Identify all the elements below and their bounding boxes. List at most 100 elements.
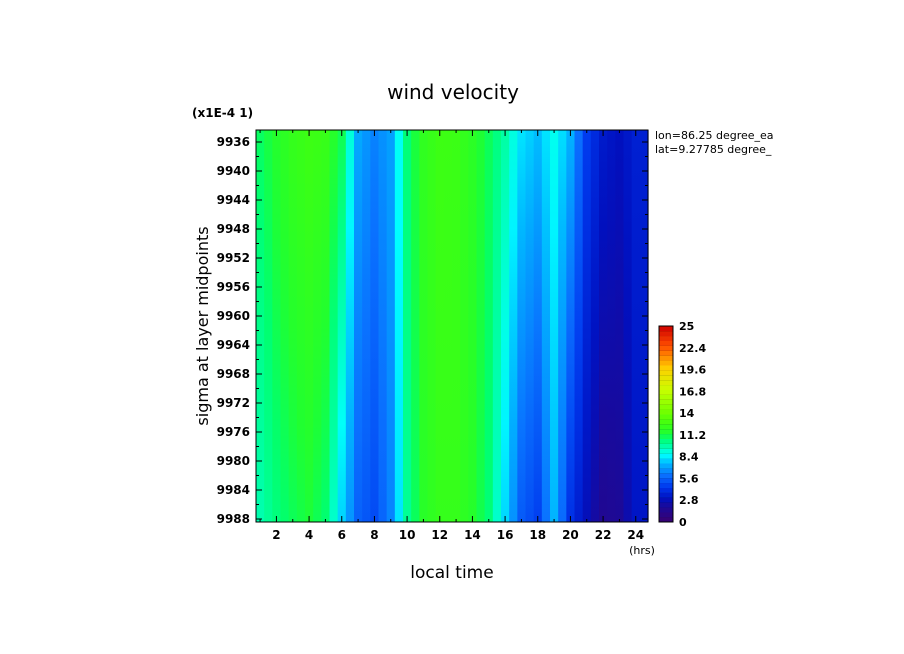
heatmap-cell <box>623 130 633 522</box>
heatmap-cell <box>345 130 355 522</box>
colorbar-swatch <box>659 360 673 366</box>
y-tick-label: 9948 <box>217 222 250 236</box>
x-tick-label: 6 <box>338 528 346 542</box>
y-tick-label: 9980 <box>217 454 250 468</box>
x-tick-label: 12 <box>431 528 448 542</box>
y-tick-label: 9956 <box>217 280 250 294</box>
colorbar-swatch <box>659 375 673 381</box>
heatmap-cell <box>582 130 592 522</box>
colorbar-swatch <box>659 345 673 351</box>
heatmap-cell <box>615 130 625 522</box>
colorbar-label: 0 <box>679 516 687 529</box>
colorbar-label: 11.2 <box>679 429 706 442</box>
y-tick-label: 9952 <box>217 251 250 265</box>
colorbar-label: 22.4 <box>679 342 706 355</box>
scale-note: (x1E-4 1) <box>192 106 253 120</box>
colorbar-swatch <box>659 438 673 444</box>
heatmap-cell <box>427 130 437 522</box>
heatmap-cell <box>574 130 584 522</box>
colorbar-swatch <box>659 473 673 479</box>
heatmap-cell <box>272 130 282 522</box>
heatmap-cell <box>631 130 641 522</box>
colorbar-swatch <box>659 409 673 415</box>
colorbar-swatch <box>659 350 673 356</box>
colorbar-swatch <box>659 448 673 454</box>
colorbar-swatch <box>659 394 673 400</box>
plot-frame <box>255 129 649 523</box>
colorbar-swatch <box>659 428 673 435</box>
colorbar-swatch <box>659 389 673 395</box>
x-unit: (hrs) <box>629 544 655 557</box>
heatmap-cell <box>411 130 420 522</box>
colorbar-label: 5.6 <box>679 472 699 485</box>
heatmap-cell <box>476 130 486 522</box>
colorbar-swatch <box>659 512 673 518</box>
heatmap-cell <box>280 130 290 522</box>
colorbar-frame <box>658 325 674 523</box>
heatmap-cell <box>296 130 306 522</box>
y-tick-label: 9960 <box>217 309 250 323</box>
y-tick-label: 9968 <box>217 367 250 381</box>
colorbar-swatch <box>659 433 673 439</box>
colorbar-swatch <box>659 477 673 484</box>
x-tick-label: 10 <box>399 528 416 542</box>
colorbar-label: 2.8 <box>679 494 699 507</box>
colorbar-swatch <box>659 330 673 337</box>
y-axis-label: sigma at layer midpoints <box>193 226 212 425</box>
heatmap-cell <box>378 130 388 522</box>
colorbar-swatch <box>659 507 673 513</box>
x-tick-label: 22 <box>595 528 612 542</box>
heatmap-cell <box>541 130 551 522</box>
heatmap-plot <box>256 130 649 522</box>
x-axis: 2 4 6 8 10 12 14 16 18 20 22 24 <box>259 130 644 542</box>
heatmap-cell <box>607 130 616 522</box>
heatmap-cell <box>509 130 518 522</box>
heatmap-cell <box>443 130 453 522</box>
colorbar-swatch <box>659 419 673 425</box>
colorbar-swatch <box>659 443 673 449</box>
colorbar-label: 14 <box>679 407 695 420</box>
colorbar-swatch <box>659 453 673 459</box>
heatmap-cell <box>550 130 559 522</box>
colorbar-swatch <box>659 399 673 405</box>
y-tick-label: 9940 <box>217 164 250 178</box>
heatmap-cell <box>639 130 649 522</box>
heatmap-cell <box>452 130 461 522</box>
heatmap-cell <box>403 130 412 522</box>
colorbar: 25 22.4 19.6 16.8 14 11.2 8.4 5.6 2.8 0 <box>658 320 706 529</box>
heatmap-cell <box>329 130 339 522</box>
y-tick-label: 9976 <box>217 425 250 439</box>
heatmap-cell <box>264 130 273 522</box>
heatmap-cell <box>558 130 567 522</box>
colorbar-swatch <box>659 355 673 361</box>
colorbar-swatch <box>659 497 673 503</box>
colorbar-swatch <box>659 458 673 464</box>
info-lon: lon=86.25 degree_ea <box>655 129 774 142</box>
x-tick-label: 18 <box>529 528 546 542</box>
heatmap-cell <box>321 130 331 522</box>
colorbar-swatch <box>659 404 673 410</box>
colorbar-swatch <box>659 463 673 469</box>
colorbar-swatch <box>659 502 673 508</box>
x-tick-label: 2 <box>272 528 280 542</box>
colorbar-swatch <box>659 340 673 346</box>
heatmap-cell <box>370 130 380 522</box>
heatmap-cell <box>492 130 502 522</box>
heatmap-cell <box>419 130 429 522</box>
colorbar-label: 25 <box>679 320 694 333</box>
y-tick-label: 9984 <box>217 483 250 497</box>
x-tick-label: 24 <box>627 528 644 542</box>
heatmap-cell <box>305 130 314 522</box>
heatmap-cell <box>599 130 608 522</box>
colorbar-swatch <box>659 424 673 430</box>
y-tick-label: 9944 <box>217 193 250 207</box>
colorbar-swatch <box>659 492 673 498</box>
heatmap-cell <box>354 130 363 522</box>
colorbar-swatch <box>659 370 673 376</box>
heatmap-cell <box>525 130 535 522</box>
colorbar-swatch <box>659 365 673 371</box>
y-tick-label: 9936 <box>217 135 250 149</box>
colorbar-swatch <box>659 326 673 332</box>
y-tick-label: 9988 <box>217 512 250 526</box>
